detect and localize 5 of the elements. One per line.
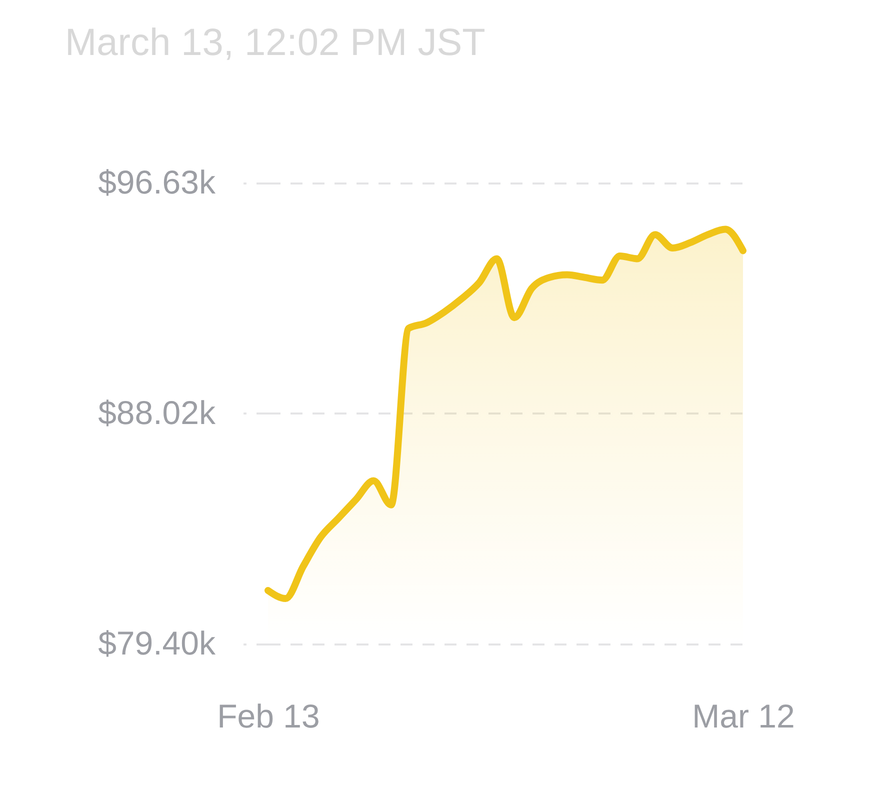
y-tick-label: $96.63k <box>98 164 216 200</box>
y-tick-label: $79.40k <box>98 624 216 662</box>
x-tick-label: Mar 12 <box>692 698 795 734</box>
x-tick-label: Feb 13 <box>217 698 320 734</box>
y-tick-label: $88.02k <box>98 394 216 431</box>
